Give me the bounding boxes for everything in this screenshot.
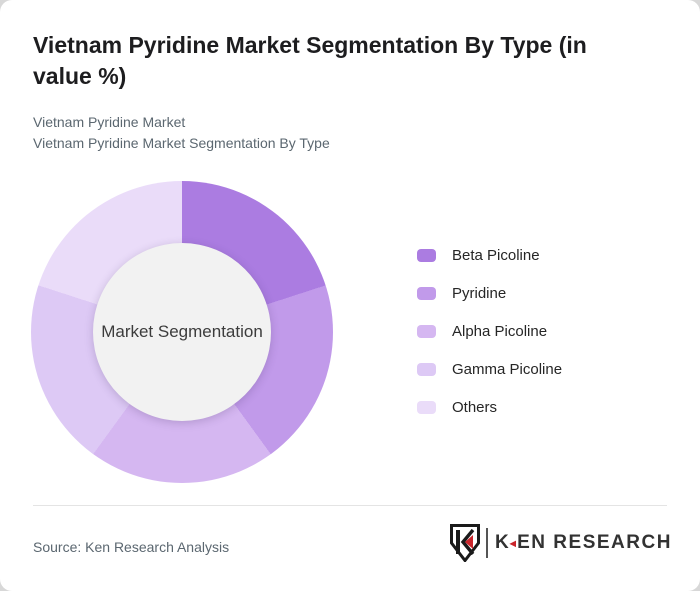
donut-center: Market Segmentation [93, 243, 271, 421]
legend-swatch [417, 363, 436, 376]
legend-item: Others [417, 398, 562, 417]
donut-center-label: Market Segmentation [101, 322, 263, 341]
legend-label: Alpha Picoline [452, 323, 548, 340]
ken-research-logo: K ◄ EN RESEARCH [450, 523, 672, 563]
logo-divider [486, 528, 488, 558]
legend-swatch [417, 401, 436, 414]
donut-chart: Market Segmentation [31, 181, 333, 483]
legend-label: Others [452, 399, 498, 416]
logo-wordmark-rest: EN RESEARCH [517, 532, 672, 553]
legend-item: Pyridine [417, 284, 562, 303]
legend-label: Gamma Picoline [452, 361, 563, 378]
legend-item: Beta Picoline [417, 246, 562, 265]
page-title: Vietnam Pyridine Market Segmentation By … [33, 32, 587, 89]
legend-item: Alpha Picoline [417, 322, 562, 341]
logo-shield-icon [450, 524, 480, 562]
legend-label: Pyridine [452, 285, 507, 302]
legend-swatch [417, 325, 436, 338]
chart-subtitle-1: Vietnam Pyridine Market [33, 114, 186, 130]
logo-wordmark: K ◄ EN RESEARCH [495, 532, 672, 554]
legend-swatch [417, 287, 436, 300]
chart-legend: Beta Picoline Pyridine Alpha Picoline Gamma… [417, 246, 562, 417]
footer-divider [33, 505, 667, 506]
legend-label: Beta Picoline [452, 247, 540, 264]
logo-shield-red-triangle [465, 535, 473, 549]
chart-subtitle-block: Vietnam Pyridine Market Vietnam Pyridine… [33, 112, 330, 154]
legend-item: Gamma Picoline [417, 360, 562, 379]
chart-subtitle-2: Vietnam Pyridine Market Segmentation By … [33, 135, 330, 151]
legend-swatch [417, 249, 436, 262]
logo-letter-k: K [495, 532, 511, 553]
logo-red-triangle-icon: ◄ [507, 537, 519, 550]
source-text: Source: Ken Research Analysis [33, 539, 230, 555]
